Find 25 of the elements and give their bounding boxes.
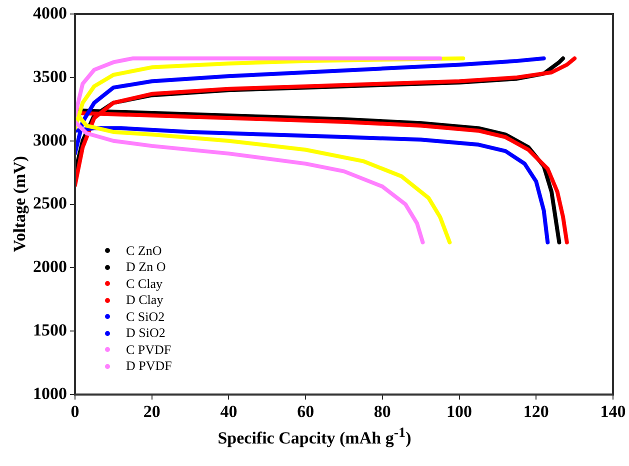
y-tick-label: 3500 [33,66,67,86]
x-tick-label: 100 [446,402,472,422]
legend-label: D Clay [126,292,164,309]
x-tick-label: 80 [374,402,391,422]
y-tick-label: 2500 [33,194,67,213]
legend-label: C PVDF [126,342,172,358]
x-axis-title: Specific Capcity (mAh g$^{-1}$) [216,424,412,448]
y-tick-label: 1000 [33,384,67,403]
x-tick-label: 140 [600,402,626,422]
legend-label: D PVDF [126,358,172,375]
y-tick-label: 2000 [33,257,67,276]
legend-label: D SiO2 [126,325,166,342]
x-tick-label: 20 [143,402,160,422]
legend-label: C ZnO [126,242,162,260]
legend-label: D Zn O [126,259,166,276]
x-tick-label: 120 [523,402,549,422]
legend-label: C Clay [126,276,162,292]
y-tick-label: 1500 [33,320,67,340]
y-tick-label: 3000 [33,130,67,150]
x-tick-label: 40 [220,402,238,422]
x-tick-label: 60 [297,402,314,422]
y-axis-title: Voltage (mV) [10,156,30,252]
x-tick-label: 0 [70,402,80,422]
y-tick-label: 4000 [33,3,67,22]
legend-label: C SiO2 [126,308,165,326]
